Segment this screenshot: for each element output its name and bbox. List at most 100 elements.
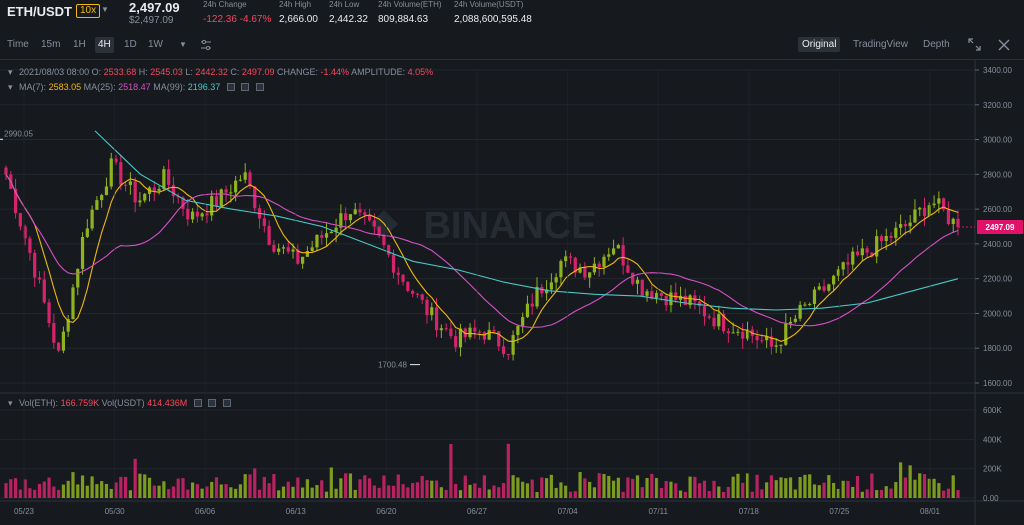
candle-body [836, 269, 841, 276]
legend-amplitude-label: AMPLITUDE: [351, 67, 406, 77]
candle-body [870, 252, 874, 257]
candle-body [430, 307, 434, 316]
interval-15m[interactable]: 15m [41, 39, 61, 50]
volume-bar [898, 462, 903, 498]
volume-bar [913, 479, 917, 498]
candle-body [133, 181, 137, 203]
interval-1h[interactable]: 1H [73, 39, 86, 50]
volume-bar [430, 480, 434, 498]
volume-bar [492, 485, 496, 498]
candle-body [128, 181, 132, 185]
vol-visibility-toggle[interactable] [193, 399, 202, 407]
volume-bar [755, 474, 759, 498]
candle-body [33, 252, 37, 278]
candle-body [721, 314, 726, 332]
candle-body [324, 233, 329, 238]
candle-body [291, 249, 295, 252]
candle-body [932, 203, 936, 206]
ohlc-legend: ▾ 2021/08/03 08:00 O: 2533.68 H: 2545.03… [8, 67, 433, 78]
candle-body [219, 189, 223, 207]
ma-settings-icon[interactable] [241, 83, 250, 91]
vol-settings-icon[interactable] [208, 399, 217, 407]
candle-body [415, 293, 420, 295]
candle-body [243, 172, 247, 180]
close-icon[interactable] [998, 38, 1010, 56]
leverage-badge[interactable]: 10x [76, 4, 101, 18]
pair-selector[interactable]: ETH/USDT [7, 4, 72, 19]
chart-canvas[interactable]: 3400.00 3200.00 3000.00 2800.00 2600.00 2400.… [0, 60, 1024, 525]
volume-bar [889, 488, 893, 498]
volume-bar [387, 485, 391, 498]
indicator-settings-icon[interactable] [200, 38, 212, 56]
volume-bar [66, 480, 70, 498]
volume-tick-label: 600K [983, 406, 1002, 415]
volume-bar [846, 480, 850, 498]
more-intervals-chevron-icon[interactable]: ▼ [179, 40, 187, 49]
interval-time[interactable]: Time [7, 39, 29, 50]
view-depth[interactable]: Depth [923, 39, 950, 50]
volume-bar [774, 480, 778, 498]
candle-body [286, 247, 290, 252]
candle-body [190, 211, 195, 220]
candle-body [765, 336, 769, 341]
volume-bar [717, 486, 721, 498]
volume-bar [808, 474, 812, 498]
volume-bar [516, 477, 520, 498]
candle-body [956, 218, 960, 228]
volume-bar [631, 478, 635, 498]
volume-bar [257, 489, 262, 498]
volume-bar [382, 475, 386, 498]
candle-body [659, 293, 663, 296]
volume-bar [104, 483, 109, 498]
legend-collapse-icon[interactable]: ▾ [8, 67, 13, 77]
stat-label: 24h High [279, 0, 312, 9]
volume-bar [234, 488, 238, 498]
candle-body [90, 209, 94, 229]
candle-body [755, 335, 759, 341]
fullscreen-icon[interactable] [968, 38, 981, 56]
stat-24h-low: 24h Low 2,442.32 [329, 0, 368, 27]
candle-body [348, 214, 353, 221]
candle-body [879, 236, 884, 242]
vol-remove-icon[interactable] [222, 399, 231, 407]
volume-bar [114, 482, 118, 498]
chevron-down-icon[interactable]: ▼ [101, 5, 109, 14]
candlestick-chart[interactable]: 3400.00 3200.00 3000.00 2800.00 2600.00 2400.… [0, 60, 1024, 525]
candle-body [865, 248, 869, 253]
price-tick-label: 2600.00 [983, 205, 1012, 214]
ma-remove-icon[interactable] [255, 83, 264, 91]
volume-bar [788, 477, 793, 498]
volume-bar [13, 478, 18, 498]
view-original[interactable]: Original [798, 37, 841, 52]
candle-body [530, 303, 534, 307]
candle-body [478, 331, 482, 333]
interval-4h[interactable]: 4H [95, 37, 114, 53]
candle-body [18, 213, 22, 227]
volume-bar [219, 484, 223, 498]
interval-1d[interactable]: 1D [124, 39, 137, 50]
candle-body [305, 251, 309, 257]
candle-body [262, 218, 266, 227]
volume-bar [109, 488, 113, 498]
candle-body [162, 169, 166, 189]
candle-body [851, 251, 855, 265]
volume-bar [741, 482, 745, 498]
volume-bar [525, 483, 530, 498]
candle-body [846, 262, 850, 265]
interval-1w[interactable]: 1W [148, 39, 163, 50]
volume-bar [434, 480, 439, 498]
volume-bar [33, 489, 37, 498]
candle-body [80, 236, 85, 269]
candle-body [611, 248, 616, 255]
legend-change: -1.44% [320, 67, 350, 77]
volume-collapse-icon[interactable]: ▾ [8, 398, 13, 408]
volume-bar [85, 485, 89, 498]
candle-body [712, 317, 716, 327]
candle-body [61, 331, 66, 351]
volume-bar [693, 476, 697, 498]
view-tradingview[interactable]: TradingView [853, 39, 909, 50]
ma-collapse-icon[interactable]: ▾ [8, 82, 13, 92]
volume-bar [803, 474, 807, 498]
volume-bar [506, 443, 510, 498]
ma-visibility-toggle[interactable] [226, 83, 235, 91]
